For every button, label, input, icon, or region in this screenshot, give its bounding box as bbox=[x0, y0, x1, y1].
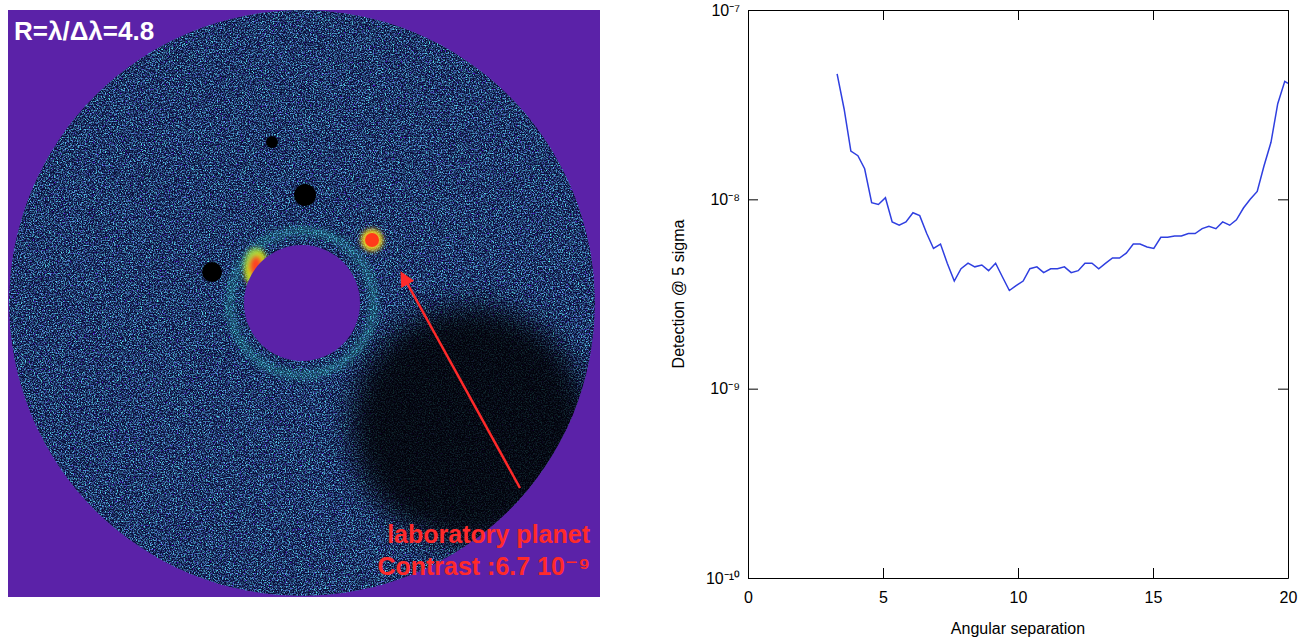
tick-mark bbox=[1153, 568, 1154, 578]
tick-label: 10⁻⁸ bbox=[710, 191, 740, 208]
tick-label: 10⁻⁹ bbox=[710, 380, 740, 397]
tick-label: 10 bbox=[1010, 589, 1028, 606]
tick-mark bbox=[1153, 10, 1154, 20]
dark-spot bbox=[294, 184, 316, 206]
tick: 10⁻⁸ bbox=[710, 191, 758, 208]
tick-mark bbox=[748, 10, 758, 11]
tick bbox=[883, 10, 884, 20]
tick-label: 10⁻⁷ bbox=[711, 2, 740, 19]
speckle-blob bbox=[365, 233, 379, 247]
page: R=λ/Δλ=4.8 laboratory planet Contrast :6.7… bbox=[0, 0, 1308, 643]
x-axis: 0 5 10 15 20 bbox=[744, 568, 1297, 606]
image-panel: R=λ/Δλ=4.8 laboratory planet Contrast :6.7… bbox=[8, 10, 600, 597]
tick-mark bbox=[1278, 578, 1288, 579]
y-axis: 10⁻¹⁰ 10⁻⁹ 10⁻⁸ 10⁻⁷ bbox=[706, 2, 758, 587]
axis-line bbox=[1288, 11, 1289, 579]
tick bbox=[1278, 10, 1288, 11]
tick-label: 15 bbox=[1145, 589, 1163, 606]
tick: 5 bbox=[879, 568, 888, 606]
tick bbox=[1278, 199, 1288, 200]
tick: 10 bbox=[1010, 568, 1028, 606]
axis-line bbox=[748, 11, 749, 579]
tick-label: 10⁻¹⁰ bbox=[706, 570, 740, 587]
tick bbox=[1278, 578, 1288, 579]
data-line bbox=[837, 74, 1288, 291]
dark-zone bbox=[350, 305, 590, 545]
tick-mark bbox=[748, 578, 758, 579]
speckle-field bbox=[9, 10, 595, 596]
plot-area bbox=[837, 74, 1288, 291]
image-title: R=λ/Δλ=4.8 bbox=[14, 16, 154, 46]
tick bbox=[1278, 389, 1288, 390]
annotation: laboratory planet Contrast :6.7 10⁻⁹ bbox=[377, 520, 590, 580]
tick bbox=[1018, 10, 1019, 20]
tick-mark bbox=[1278, 10, 1288, 11]
tick: 10⁻¹⁰ bbox=[706, 570, 758, 587]
axis-line bbox=[749, 578, 1289, 579]
tick-mark bbox=[748, 199, 758, 200]
tick-mark bbox=[1278, 199, 1288, 200]
x-axis-top bbox=[749, 10, 1289, 20]
tick-label: 20 bbox=[1280, 589, 1298, 606]
tick-mark bbox=[748, 389, 758, 390]
tick: 15 bbox=[1145, 568, 1163, 606]
tick-label: 0 bbox=[744, 589, 753, 606]
x-axis-title: Angular separation bbox=[951, 620, 1085, 637]
chart: 0 5 10 15 20 10⁻¹⁰ 10⁻⁹ 10⁻⁸ 10⁻⁷ Angular separat… bbox=[670, 2, 1298, 637]
speckle-ring bbox=[230, 231, 374, 375]
tick: 10⁻⁹ bbox=[710, 380, 758, 397]
tick-mark bbox=[883, 10, 884, 20]
y-axis-title: Detection @ 5 sigma bbox=[670, 220, 687, 369]
mask bbox=[244, 245, 360, 361]
tick bbox=[1153, 10, 1154, 20]
tick-mark bbox=[883, 568, 884, 578]
speckle-noise bbox=[9, 10, 595, 596]
speckle-blob bbox=[361, 229, 383, 251]
tick-label: 5 bbox=[879, 589, 888, 606]
tick-mark bbox=[1278, 389, 1288, 390]
annotation-arrow bbox=[402, 274, 520, 488]
annotation-text: Contrast :6.7 10⁻⁹ bbox=[377, 552, 590, 580]
tick-mark bbox=[1018, 568, 1019, 578]
dark-spot bbox=[202, 262, 222, 282]
image-background bbox=[8, 10, 600, 597]
disk bbox=[9, 10, 595, 596]
dark-spot bbox=[266, 136, 278, 148]
annotation-text: laboratory planet bbox=[387, 520, 590, 548]
tick-mark bbox=[1018, 10, 1019, 20]
tick: 10⁻⁷ bbox=[711, 2, 758, 19]
